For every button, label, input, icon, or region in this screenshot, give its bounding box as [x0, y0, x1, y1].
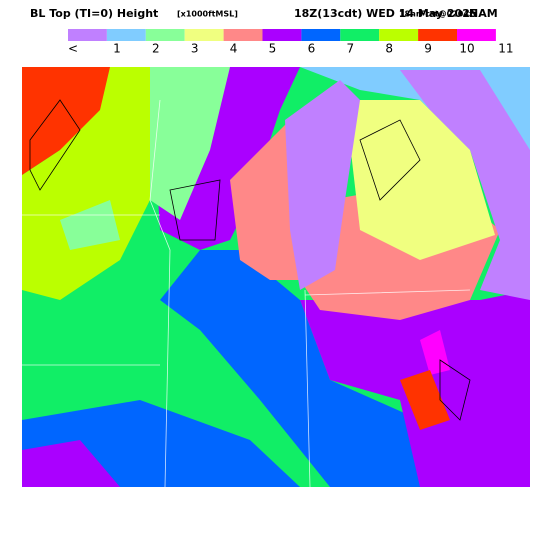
- county-outline: [29, 99, 471, 421]
- field: [22, 440, 120, 487]
- legend-swatch: [145, 29, 185, 41]
- field: [420, 330, 450, 375]
- title: BL Top (TI=0) Height: [30, 7, 158, 20]
- legend-swatch: [457, 29, 496, 41]
- legend-label: 4: [230, 42, 238, 56]
- valid-time: 18Z(13cdt) WED 14 May 2025: [294, 7, 478, 20]
- legend-label: 1: [113, 42, 121, 56]
- field: [60, 200, 120, 250]
- field: [345, 100, 495, 260]
- field: [150, 67, 230, 220]
- legend-swatch: [106, 29, 146, 41]
- field: [160, 250, 460, 487]
- legend: <1 2 3 4 5 6 7 8 9 10 11: [68, 29, 514, 56]
- field: [285, 80, 360, 290]
- legend-label: 7: [346, 42, 354, 56]
- legend-swatch: [379, 29, 419, 41]
- legend-label: <: [68, 42, 78, 56]
- legend-label: 6: [308, 42, 316, 56]
- units: [x1000ftMSL]: [177, 10, 238, 19]
- legend-swatch: [418, 29, 457, 41]
- legend-swatch: [223, 29, 263, 41]
- legend-label: 2: [152, 42, 160, 56]
- state-border: [22, 99, 471, 487]
- forecast-hour: 18hrFcst@0204z: [399, 10, 474, 19]
- model: NAM: [469, 7, 498, 20]
- legend-swatch: [340, 29, 380, 41]
- legend-label: 5: [269, 42, 277, 56]
- field: [230, 120, 300, 280]
- map: [22, 67, 530, 487]
- legend-label: 11: [498, 42, 513, 56]
- legend-label: 8: [385, 42, 393, 56]
- legend-swatch: [68, 29, 107, 41]
- field: [22, 67, 110, 175]
- legend-swatch: [301, 29, 341, 41]
- legend-label: 10: [459, 42, 474, 56]
- field: [400, 70, 530, 300]
- legend-label: 3: [191, 42, 199, 56]
- legend-swatch: [262, 29, 302, 41]
- field: [400, 370, 450, 430]
- legend-label: 9: [424, 42, 432, 56]
- field: [22, 67, 150, 300]
- legend-swatch: [184, 29, 224, 41]
